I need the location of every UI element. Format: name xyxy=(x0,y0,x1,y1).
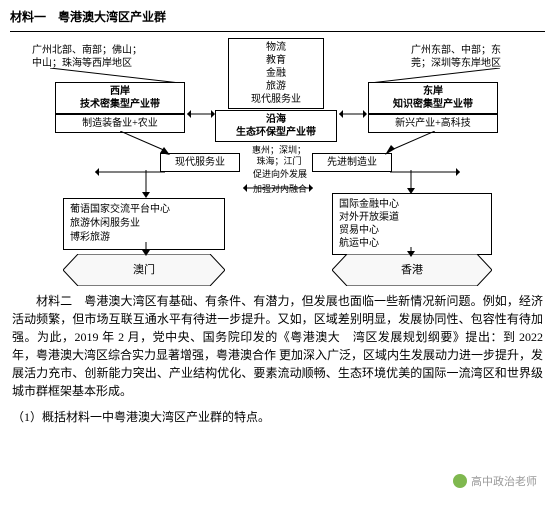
to-macau-arrow xyxy=(140,170,152,198)
macau-text: 澳门 xyxy=(63,262,225,279)
east-sub: 知识密集型产业带 xyxy=(373,98,493,111)
divider xyxy=(10,31,545,32)
coast-sub: 生态环保型产业带 xyxy=(220,126,332,139)
question-one: （1）概括材料一中粤港澳大湾区产业群的特点。 xyxy=(0,404,555,430)
coast-belt-box: 沿海 生态环保型产业带 xyxy=(215,110,337,142)
macau-down-arrow xyxy=(140,242,152,256)
material-one-title: 材料一 粤港澳大湾区产业群 xyxy=(0,0,555,29)
west-head: 西岸 xyxy=(60,85,180,98)
to-hk-arrow xyxy=(405,170,417,194)
east-head: 东岸 xyxy=(373,85,493,98)
hk-functions-box: 国际金融中心 对外开放渠道 贸易中心 航运中心 xyxy=(332,193,492,255)
east-belt-box: 东岸 知识密集型产业带 xyxy=(368,82,498,114)
coast-head: 沿海 xyxy=(220,113,332,126)
west-to-coast-arrow xyxy=(187,108,215,120)
hk-down-arrow xyxy=(405,247,417,257)
industry-diagram: 广州北部、南部；佛山； 中山；珠海等西岸地区 广州东部、中部；东 莞；深圳等东岸… xyxy=(10,38,545,288)
hk-text: 香港 xyxy=(332,262,492,279)
west-belt-box: 西岸 技术密集型产业带 xyxy=(55,82,185,114)
west-down-arrow xyxy=(120,131,170,155)
coast-to-east-arrow xyxy=(339,108,367,120)
center-industries-box: 物流 教育 金融 旅游 现代服务业 xyxy=(228,38,324,109)
watermark-icon xyxy=(453,474,467,488)
east-down-arrow xyxy=(385,131,435,155)
watermark-text: 高中政治老师 xyxy=(471,473,537,489)
watermark: 高中政治老师 xyxy=(453,473,537,489)
material-two-paragraph: 材料二 粤港澳大湾区有基础、有条件、有潜力，但发展也面临一些新情况新问题。例如，… xyxy=(0,288,555,404)
west-sub: 技术密集型产业带 xyxy=(60,98,180,111)
